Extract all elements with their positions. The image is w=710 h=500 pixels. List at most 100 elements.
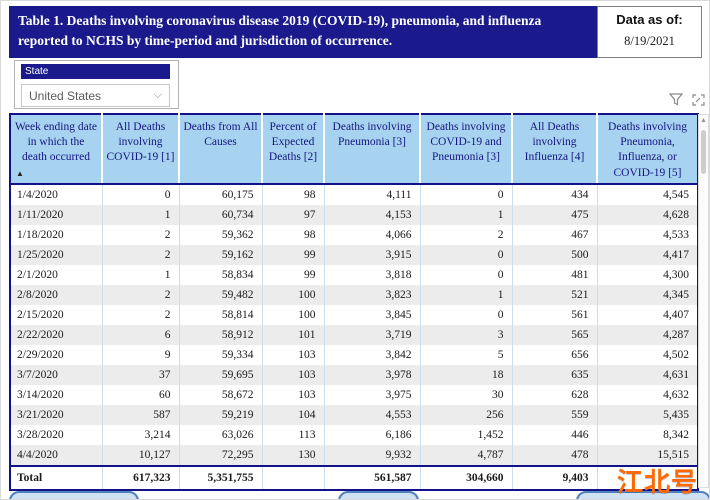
table-row: 2/1/2020 1 58,834 99 3,818 0 481 4,300 [10, 264, 698, 285]
table-cell: 99 [262, 264, 325, 285]
column-header-5[interactable]: Deaths involving COVID-19 and Pneumonia … [420, 114, 513, 185]
table-row: 2/29/2020 9 59,334 103 3,842 5 656 4,502 [10, 344, 698, 365]
table-cell: 0 [420, 304, 513, 325]
chevron-down-icon: ⌵ [153, 89, 162, 101]
column-header-4[interactable]: Deaths involving Pneumonia [3] [324, 114, 421, 185]
table-cell: 2 [102, 244, 180, 265]
table-cell: 98 [262, 183, 325, 205]
state-dropdown[interactable]: United States ⌵ [21, 84, 170, 107]
table-cell: 4,545 [663, 188, 689, 201]
column-header-3[interactable]: Percent of Expected Deaths [2] [262, 114, 325, 185]
table-cell: Total [10, 464, 103, 491]
table-cell: 60,175 [179, 183, 263, 205]
table-cell: 103 [262, 364, 325, 385]
table-cell: 0 [420, 264, 513, 285]
column-header-label: Deaths involving Pneumonia [3] [332, 121, 412, 149]
table-cell: 3,842 [324, 344, 421, 365]
table-cell: 478 [512, 444, 598, 466]
table-cell: 59,219 [179, 404, 263, 425]
table-cell [262, 464, 325, 491]
table-cell: 1/25/2020 [10, 244, 103, 265]
table-cell: 3/14/2020 [10, 384, 103, 405]
table-cell: 628 [512, 384, 598, 405]
column-header-0[interactable]: Week ending date in which the death occu… [10, 114, 103, 185]
table-cell: 8,342 [663, 428, 689, 441]
table-cell: 60 [102, 384, 180, 405]
table-cell: 1/11/2020 [10, 204, 103, 225]
scrollbar-thumb[interactable] [701, 130, 706, 174]
table-cell: 3,978 [324, 364, 421, 385]
table-cell: 72,295 [179, 444, 263, 466]
table-cell: 98 [262, 224, 325, 245]
table-scrollbar[interactable]: ▲ [698, 114, 709, 488]
table-cell: 5,351,755 [179, 464, 263, 491]
table-cell: 104 [262, 404, 325, 425]
table-cell: 130 [262, 444, 325, 466]
table-cell: 58,672 [179, 384, 263, 405]
state-dropdown-value: United States [29, 88, 102, 103]
column-header-label: Deaths involving COVID-19 and Pneumonia … [426, 121, 506, 164]
table-cell: 446 [512, 424, 598, 445]
table-cell: 59,695 [179, 364, 263, 385]
table-cell: 2/22/2020 [10, 324, 103, 345]
data-as-of-label: Data as of: [616, 12, 683, 27]
table-cell: 9 [102, 344, 180, 365]
table-cell: 59,482 [179, 284, 263, 305]
table-cell: 3,845 [324, 304, 421, 325]
filter-icon[interactable] [669, 93, 683, 106]
table-cell: 2 [102, 224, 180, 245]
table-cell: 4,628 [597, 204, 698, 225]
column-header-label: Percent of Expected Deaths [2] [268, 121, 318, 164]
focus-mode-icon[interactable] [692, 93, 705, 106]
column-header-2[interactable]: Deaths from All Causes [179, 114, 263, 185]
visual-toolbar [669, 93, 705, 106]
table-cell: 100 [262, 284, 325, 305]
table-cell: 587 [102, 404, 180, 425]
table-cell: 1 [420, 204, 513, 225]
table-row: 2/22/2020 6 58,912 101 3,719 3 565 4,287 [10, 324, 698, 345]
column-header-label: All Deaths involving COVID-19 [1] [106, 121, 175, 164]
column-header-label: Deaths from All Causes [183, 121, 258, 149]
table-cell: 58,814 [179, 304, 263, 325]
table-cell: 103 [262, 384, 325, 405]
table-cell: 1,452 [420, 424, 513, 445]
table-cell: 635 [512, 364, 598, 385]
table-cell: 3 [420, 324, 513, 345]
table-cell: 4,407 [663, 308, 689, 321]
bottom-button-left[interactable] [9, 491, 139, 499]
column-header-1[interactable]: All Deaths involving COVID-19 [1] [102, 114, 180, 185]
column-header-label: Deaths involving Pneumonia, Influenza, o… [608, 121, 687, 179]
table-row: 2/8/2020 2 59,482 100 3,823 1 521 4,345 [10, 284, 698, 305]
table-cell: 2/1/2020 [10, 264, 103, 285]
scroll-up-arrow-icon[interactable]: ▲ [700, 116, 707, 124]
table-cell: 3,719 [324, 324, 421, 345]
table-cell: 59,162 [179, 244, 263, 265]
bottom-button-middle[interactable] [338, 491, 419, 499]
table-cell: 99 [262, 244, 325, 265]
table-cell: 2/29/2020 [10, 344, 103, 365]
table-cell: 4/4/2020 [10, 444, 103, 466]
table-cell: 3,823 [324, 284, 421, 305]
column-header-6[interactable]: All Deaths involving Influenza [4] [512, 114, 598, 185]
table-cell: 559 [512, 404, 598, 425]
table-cell: 37 [102, 364, 180, 385]
table-cell: 1/18/2020 [10, 224, 103, 245]
state-slicer: State United States ⌵ [14, 60, 179, 109]
table-cell: 1 [420, 284, 513, 305]
table-cell: 4,345 [597, 284, 698, 305]
table-cell: 60,734 [179, 204, 263, 225]
column-header-label: All Deaths involving Influenza [4] [524, 121, 585, 164]
deaths-table: Week ending date in which the death occu… [9, 113, 699, 491]
table-row: 1/11/2020 1 60,734 97 4,153 1 475 4,628 [10, 204, 698, 225]
table-cell: 101 [262, 324, 325, 345]
column-header-7[interactable]: Deaths involving Pneumonia, Influenza, o… [597, 114, 698, 185]
table-cell: 0 [420, 244, 513, 265]
table-cell: 4,111 [324, 183, 421, 205]
table-cell: 1 [102, 264, 180, 285]
bottom-button-right[interactable] [576, 491, 709, 499]
table-cell: 100 [262, 304, 325, 325]
table-cell: 18 [420, 364, 513, 385]
table-cell: 481 [512, 264, 598, 285]
table-cell: 1/4/2020 [10, 183, 103, 205]
